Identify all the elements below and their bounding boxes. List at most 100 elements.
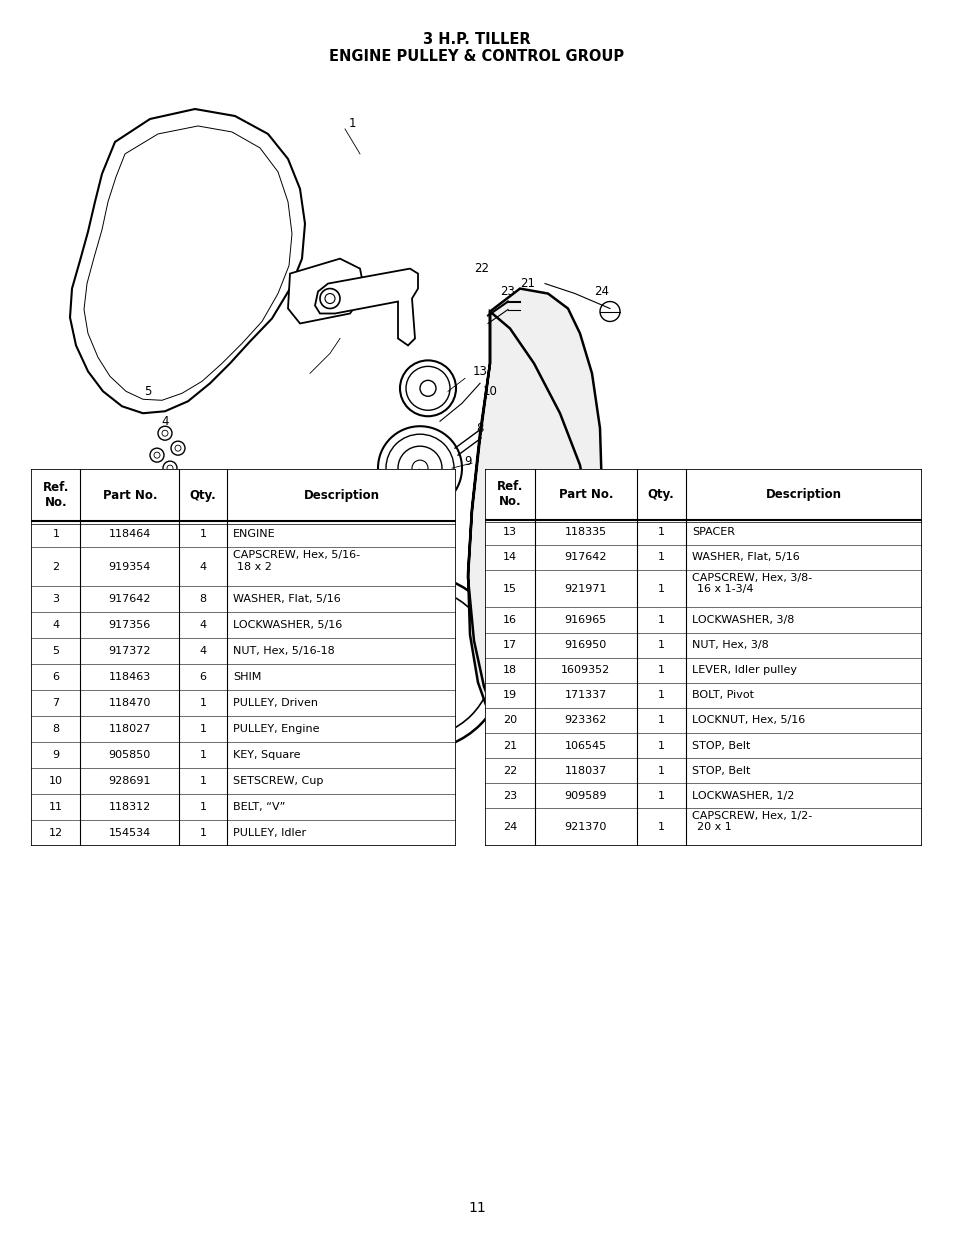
Text: 4: 4 (199, 620, 207, 630)
Text: 13: 13 (472, 364, 487, 378)
Text: 6: 6 (252, 511, 259, 525)
Text: 1: 1 (199, 698, 206, 708)
Text: 2: 2 (158, 683, 166, 697)
Text: 21: 21 (502, 741, 517, 751)
Text: Part No.: Part No. (102, 489, 157, 501)
Text: NUT, Hex, 3/8: NUT, Hex, 3/8 (692, 640, 768, 650)
Text: 3: 3 (271, 611, 278, 624)
Text: 4: 4 (199, 646, 207, 656)
Text: 22: 22 (474, 262, 489, 275)
Text: 7: 7 (375, 734, 383, 747)
Text: NUT, Hex, 5/16-18: NUT, Hex, 5/16-18 (233, 646, 335, 656)
Text: 8: 8 (52, 724, 59, 734)
Text: 11: 11 (574, 484, 589, 498)
Text: SHIM: SHIM (233, 672, 261, 682)
Text: BELT, “V”: BELT, “V” (233, 802, 285, 811)
Text: Ref.
No.: Ref. No. (497, 480, 522, 509)
Polygon shape (629, 551, 749, 680)
Text: 1: 1 (199, 776, 206, 785)
Text: 9: 9 (464, 454, 471, 468)
Text: 8: 8 (199, 594, 207, 604)
Text: 1: 1 (199, 724, 206, 734)
Text: 6: 6 (199, 672, 206, 682)
Text: 15: 15 (347, 521, 362, 535)
Text: 16: 16 (767, 525, 781, 537)
Text: KEY, Square: KEY, Square (233, 750, 300, 760)
Text: Ref.
No.: Ref. No. (43, 482, 69, 509)
Text: WASHER, Flat, 5/16: WASHER, Flat, 5/16 (233, 594, 340, 604)
Text: 118470: 118470 (109, 698, 151, 708)
Text: ENGINE: ENGINE (233, 530, 275, 540)
Text: 1: 1 (657, 823, 664, 832)
Text: CAPSCREW, Hex, 1/2-: CAPSCREW, Hex, 1/2- (692, 811, 812, 821)
Text: 118335: 118335 (564, 527, 606, 537)
Text: 921370: 921370 (564, 823, 606, 832)
Text: 1: 1 (657, 615, 664, 625)
Text: 1: 1 (199, 802, 206, 811)
Circle shape (419, 380, 436, 396)
Text: 18: 18 (690, 525, 704, 537)
Text: LOCKNUT, Hex, 5/16: LOCKNUT, Hex, 5/16 (692, 715, 804, 725)
Text: 917356: 917356 (109, 620, 151, 630)
Circle shape (599, 301, 619, 321)
Text: 24: 24 (502, 823, 517, 832)
Text: 171337: 171337 (564, 690, 606, 700)
Text: 10: 10 (482, 385, 497, 398)
Text: 1: 1 (348, 117, 355, 131)
Text: ENGINE PULLEY & CONTROL GROUP: ENGINE PULLEY & CONTROL GROUP (329, 49, 624, 64)
Text: 1: 1 (657, 527, 664, 537)
Text: 919354: 919354 (109, 562, 151, 572)
Text: 1: 1 (199, 530, 206, 540)
Text: 14: 14 (502, 552, 517, 562)
Text: 12: 12 (310, 668, 325, 680)
Text: LEVER, Idler pulley: LEVER, Idler pulley (692, 666, 797, 676)
Text: 20: 20 (502, 715, 517, 725)
Text: 1609352: 1609352 (560, 666, 610, 676)
Text: LOCKWASHER, 1/2: LOCKWASHER, 1/2 (692, 790, 794, 800)
Text: 24: 24 (594, 285, 609, 298)
Text: PULLEY, Engine: PULLEY, Engine (233, 724, 319, 734)
Text: 17: 17 (502, 640, 517, 650)
Text: 18: 18 (502, 666, 517, 676)
Text: 917642: 917642 (564, 552, 606, 562)
Text: 15: 15 (502, 584, 517, 594)
Text: 1: 1 (657, 741, 664, 751)
Text: 7: 7 (52, 698, 59, 708)
Circle shape (406, 651, 430, 674)
Text: 22: 22 (502, 766, 517, 776)
Text: LOCKWASHER, 5/16: LOCKWASHER, 5/16 (233, 620, 342, 630)
Text: 3 H.P. TILLER: 3 H.P. TILLER (423, 32, 530, 47)
Text: Qty.: Qty. (647, 488, 674, 501)
Text: 923362: 923362 (564, 715, 606, 725)
Text: 11: 11 (49, 802, 63, 811)
Text: PULLEY, Driven: PULLEY, Driven (233, 698, 317, 708)
Text: 5: 5 (144, 385, 152, 398)
Text: 118027: 118027 (109, 724, 151, 734)
Text: Description: Description (765, 488, 841, 501)
Text: 17: 17 (792, 535, 806, 547)
Text: 13: 13 (502, 527, 517, 537)
Text: PULLEY, Idler: PULLEY, Idler (233, 827, 306, 839)
Text: 1: 1 (657, 584, 664, 594)
Text: SETSCREW, Cup: SETSCREW, Cup (233, 776, 323, 785)
Text: 19: 19 (502, 690, 517, 700)
Text: 909589: 909589 (564, 790, 606, 800)
Text: 1: 1 (52, 530, 59, 540)
Polygon shape (314, 269, 417, 346)
Text: 4: 4 (161, 415, 169, 427)
Text: 1: 1 (657, 690, 664, 700)
Text: 20 x 1: 20 x 1 (696, 823, 731, 832)
Text: 917642: 917642 (109, 594, 151, 604)
Text: 1: 1 (657, 640, 664, 650)
Polygon shape (70, 109, 305, 414)
Text: 8: 8 (476, 421, 483, 435)
Text: TO WORM SHAFT
DRIVE AND TINE GROUP: TO WORM SHAFT DRIVE AND TINE GROUP (62, 752, 187, 774)
Text: 2: 2 (52, 562, 59, 572)
Text: STOP, Belt: STOP, Belt (692, 741, 750, 751)
Text: 5: 5 (52, 646, 59, 656)
Polygon shape (288, 258, 365, 324)
Text: 11: 11 (468, 1200, 485, 1215)
Polygon shape (468, 289, 601, 730)
Text: 12: 12 (49, 827, 63, 839)
Text: 16 x 1-3/4: 16 x 1-3/4 (696, 584, 752, 594)
